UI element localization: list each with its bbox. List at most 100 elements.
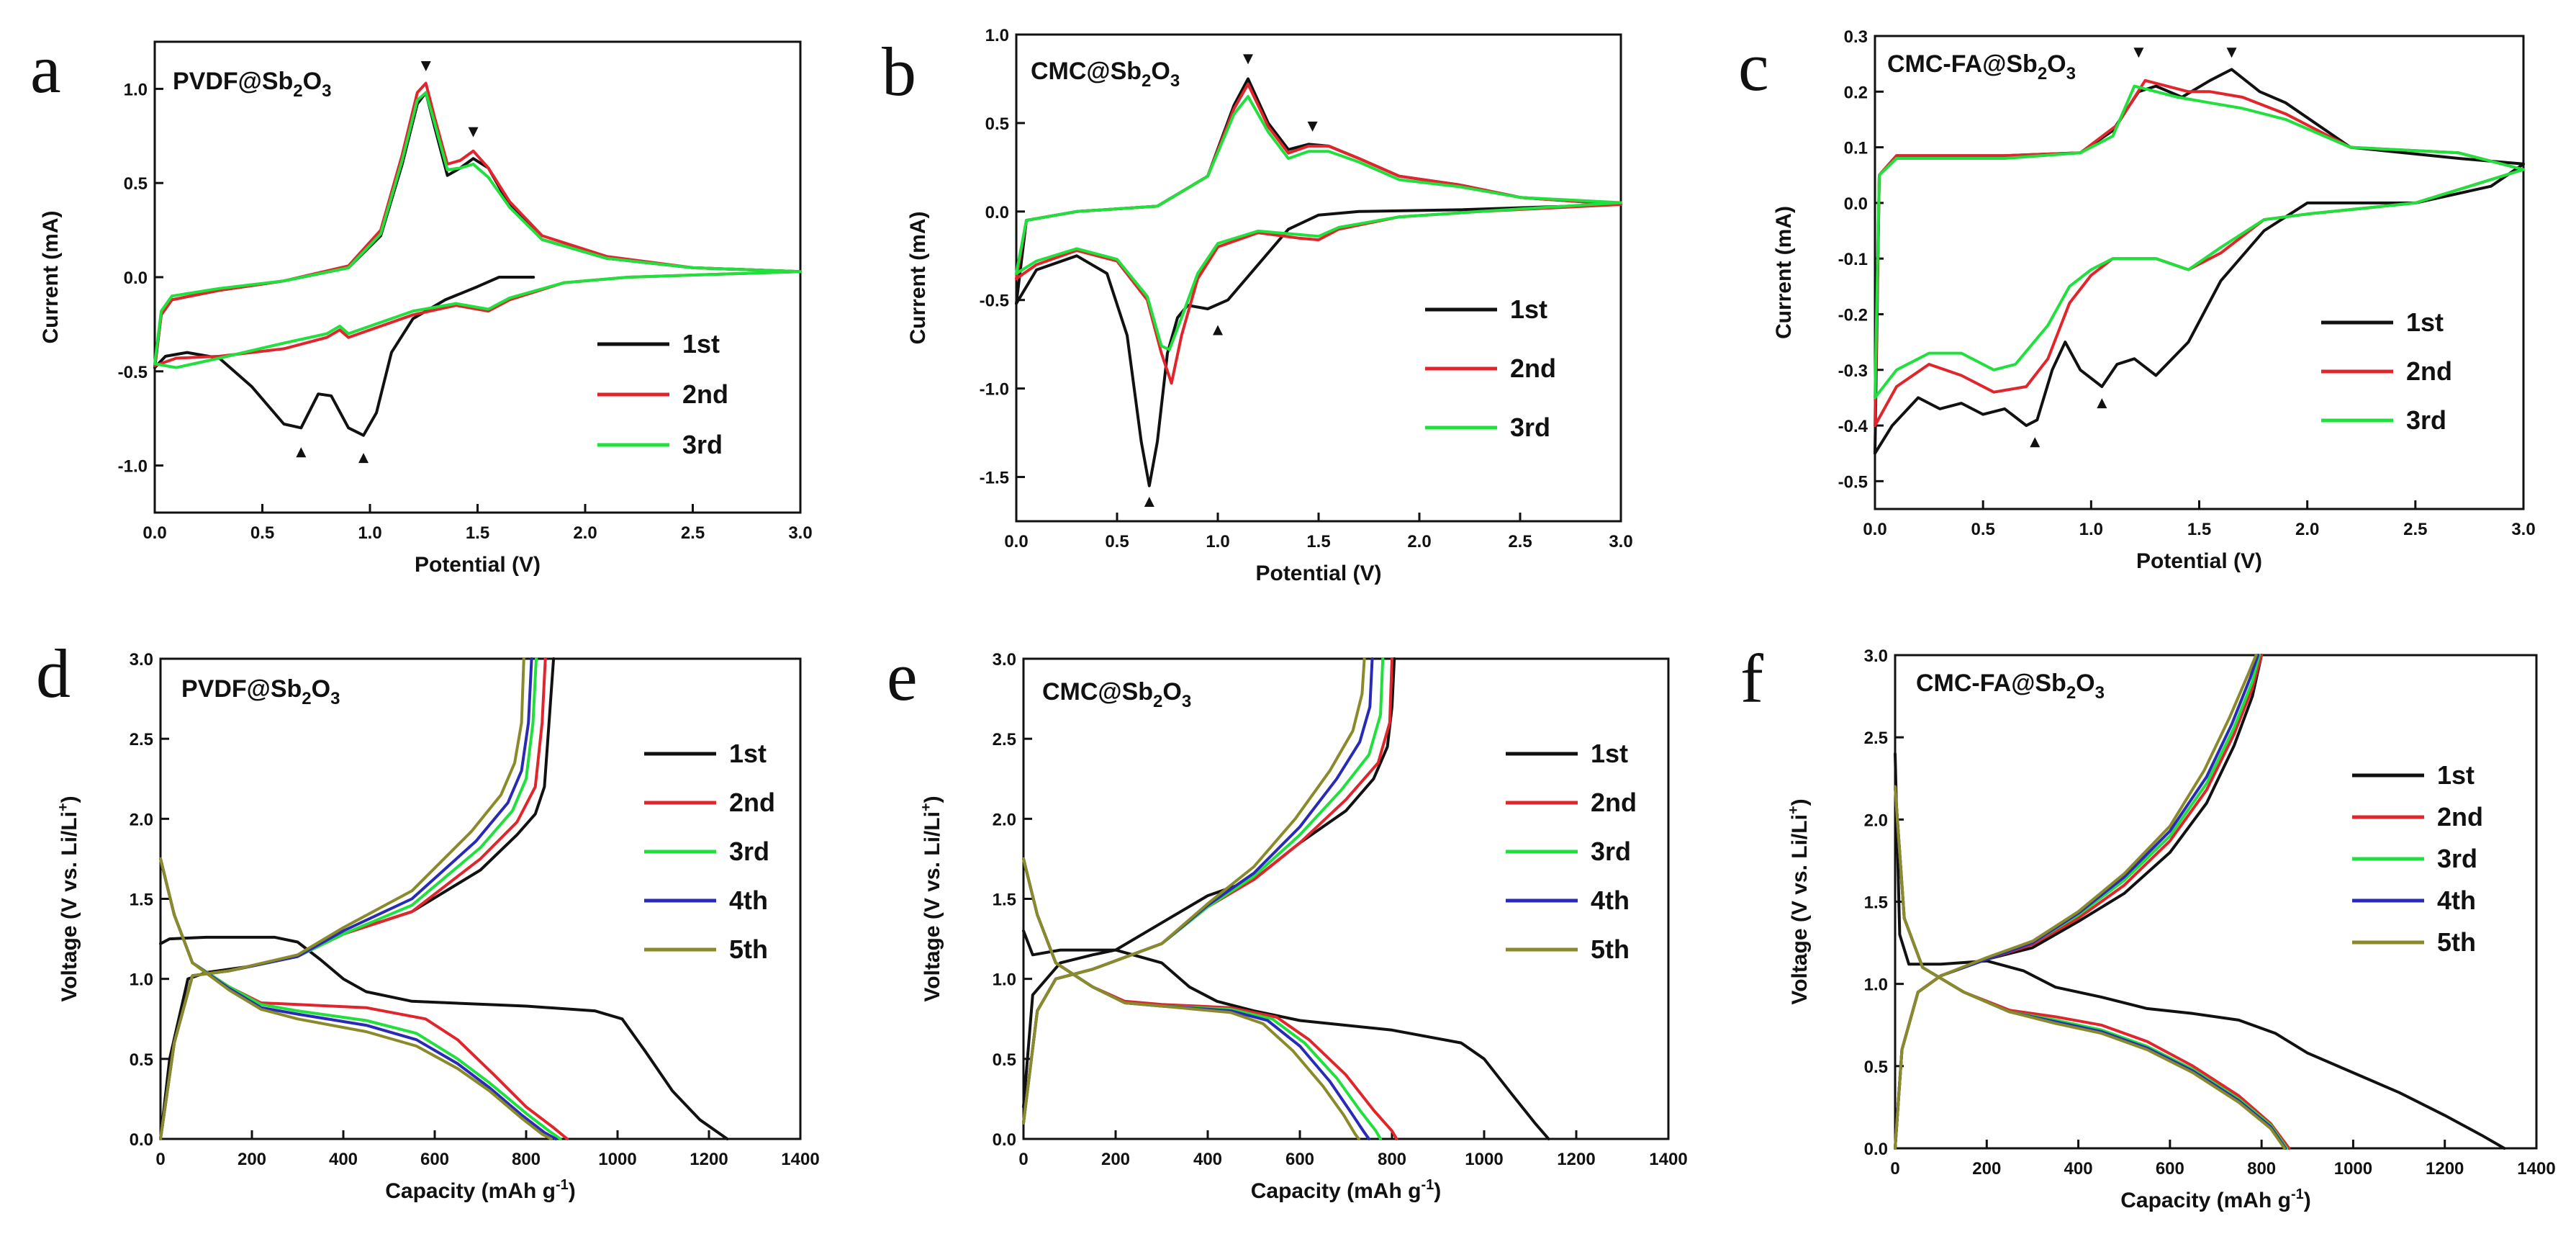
legend: 1st 2nd 3rd	[1425, 294, 1556, 442]
y-tick-label: 1.5	[993, 891, 1016, 910]
legend-label: 2nd	[729, 788, 775, 817]
panel-title: PVDF@Sb2O3	[173, 68, 331, 101]
y-tick-label: -0.1	[1838, 250, 1868, 269]
x-tick-label: 1.5	[1306, 532, 1330, 551]
y-tick-label: 3.0	[130, 650, 153, 670]
y-tick-label: 0.0	[985, 203, 1009, 222]
legend-label: 4th	[2437, 886, 2476, 915]
peak-marker	[358, 453, 369, 464]
panel-title: CMC@Sb2O3	[1031, 58, 1180, 91]
x-tick-label: 1400	[781, 1150, 819, 1169]
legend-label: 1st	[729, 739, 767, 768]
x-tick-labels: 0.0 0.5 1.0 1.5 2.0 2.5 3.0	[1004, 532, 1632, 551]
x-tick-label: 0.5	[250, 523, 274, 543]
y-tick-labels: -1.0 -0.5 0.0 0.5 1.0	[118, 80, 148, 476]
series-line-5th	[1894, 654, 2258, 1150]
x-tick-label: 1400	[1649, 1150, 1687, 1169]
legend-label: 5th	[729, 934, 768, 964]
x-axis-label-end: )	[1434, 1179, 1441, 1203]
y-tick-label: 0.5	[993, 1050, 1016, 1070]
peak-marker	[1307, 121, 1318, 132]
y-tick-label: 0.1	[1844, 139, 1868, 158]
x-tick-label: 1.5	[466, 523, 489, 543]
y-tick-label: -0.5	[118, 363, 148, 382]
legend-label: 3rd	[2406, 405, 2446, 435]
y-tick-label: 0.5	[130, 1050, 153, 1070]
x-tick-label: 0	[1890, 1159, 1899, 1179]
title-sub: 2	[1153, 692, 1162, 711]
y-tick-label: 1.5	[1864, 893, 1888, 913]
x-tick-label: 1.0	[2079, 520, 2103, 539]
title-sub: 2	[2038, 64, 2047, 84]
x-tick-label: 1200	[1557, 1150, 1595, 1169]
series-line-4th	[159, 657, 533, 1140]
series-line-1st	[159, 657, 556, 1140]
y-tick-label: 2.5	[993, 730, 1016, 749]
x-tick-label: 1200	[690, 1150, 728, 1169]
x-tick-label: 2.0	[2295, 520, 2319, 539]
title-mid: O	[303, 68, 322, 95]
title-sub: 2	[1142, 71, 1151, 91]
title-sub: 3	[2066, 64, 2076, 84]
legend-label: 2nd	[682, 379, 728, 409]
x-tick-label: 2.0	[573, 523, 597, 543]
x-tick-label: 1.0	[358, 523, 381, 543]
x-tick-label: 200	[238, 1150, 266, 1169]
panel-c: 0.0 0.5 1.0 1.5 2.0 2.5 3.0-0.5-0.4-0.3-0.2-0.…	[1738, 27, 2536, 573]
x-axis-label-end: )	[2304, 1189, 2311, 1212]
x-tick-labels: 0.0 0.5 1.0 1.5 2.0 2.5 3.0	[1863, 520, 2535, 539]
y-tick-label: 0.0	[130, 1130, 153, 1150]
series-line-1st	[159, 935, 729, 1140]
y-tick-label: -0.2	[1838, 305, 1868, 325]
panel-f: 0 200 400 600 800 1000 1200 1400 0.0 0.5 1.0 1.5 2.0…	[1740, 640, 2556, 1212]
legend-label: 2nd	[2437, 802, 2483, 832]
panel-title: CMC-FA@Sb2O3	[1887, 50, 2076, 84]
x-axis-label: Capacity (mAh g-1)	[1251, 1177, 1442, 1203]
x-tick-label: 800	[2247, 1159, 2276, 1179]
x-tick-label: 0	[1018, 1150, 1028, 1169]
x-tick-label: 0.5	[1971, 520, 1994, 539]
y-axis-label-sup: +	[1786, 806, 1802, 814]
x-axis-label-main: Potential (V)	[1255, 562, 1381, 585]
peak-marker	[1243, 54, 1253, 65]
series-line-2nd	[1015, 82, 1622, 385]
title-sub: 2	[293, 81, 302, 101]
y-axis-label: Voltage (V vs. Li/Li+)	[918, 796, 944, 1001]
x-tick-label: 400	[2064, 1159, 2093, 1179]
x-tick-label: 600	[2156, 1159, 2184, 1179]
legend-label: 1st	[1591, 739, 1628, 768]
panel-title: CMC-FA@Sb2O3	[1916, 670, 2105, 703]
x-tick-label: 800	[512, 1150, 541, 1169]
panel-e: 0 200 400 600 800 1000 1200 1400 0.0 0.5 1.0 1.5 2.0…	[887, 638, 1688, 1203]
y-tick-label: -0.4	[1838, 417, 1868, 436]
y-tick-label: 0.5	[985, 114, 1009, 134]
title-mid: O	[1162, 678, 1181, 706]
y-tick-label: -1.0	[980, 380, 1009, 400]
title-sub: 2	[2066, 683, 2076, 703]
y-tick-label: 2.5	[1864, 729, 1888, 748]
y-tick-label: 2.0	[1864, 811, 1888, 830]
y-tick-label: 2.0	[993, 810, 1016, 829]
x-axis-label-sup: -1	[556, 1177, 569, 1193]
y-tick-label: 1.0	[124, 80, 148, 99]
y-axis-label-main: Current (mA)	[906, 212, 930, 345]
panel-d: 0 200 400 600 800 1000 1200 1400 0.0 0.5 1.0 1.5 2.0…	[36, 635, 820, 1203]
peak-marker	[420, 61, 431, 72]
title-main: CMC-FA@Sb	[1887, 50, 2038, 78]
panel-b: 0.0 0.5 1.0 1.5 2.0 2.5 3.0 -1.5 -1.0 -0.5 0.0 0.5 1…	[882, 26, 1633, 585]
x-tick-labels: 0 200 400 600 800 1000 1200 1400	[1890, 1159, 2555, 1179]
x-tick-label: 400	[1193, 1150, 1222, 1169]
title-sub: 3	[322, 81, 331, 101]
y-tick-labels: -1.5 -1.0 -0.5 0.0 0.5 1.0	[980, 26, 1009, 488]
x-axis-label-main: Potential (V)	[415, 553, 541, 577]
legend: 1st 2nd 3rd	[2321, 307, 2452, 435]
series-line-3rd	[1015, 95, 1622, 351]
x-axis-label-sup: -1	[1421, 1177, 1434, 1193]
x-tick-label: 1000	[2334, 1159, 2372, 1179]
peak-marker	[1213, 325, 1223, 335]
y-tick-label: -0.3	[1838, 361, 1868, 381]
x-tick-label: 1400	[2517, 1159, 2555, 1179]
x-tick-label: 200	[1101, 1150, 1130, 1169]
title-sub: 3	[330, 689, 340, 708]
